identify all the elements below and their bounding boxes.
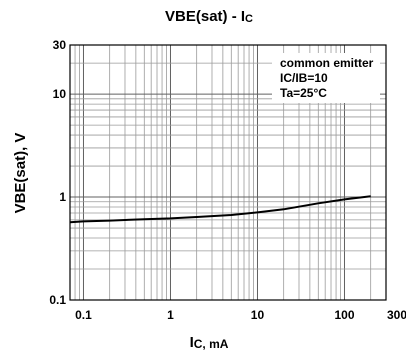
y-tick-label: 10 bbox=[53, 87, 67, 101]
x-tick-label: 10 bbox=[251, 308, 265, 322]
vbe-sat-curve bbox=[69, 195, 371, 224]
x-axis-label: IC, mA bbox=[190, 334, 229, 351]
x-tick-label: 1 bbox=[167, 308, 174, 322]
y-tick-label: 0.1 bbox=[49, 293, 66, 307]
x-tick-labels: 0.1 1 10 100 300 bbox=[75, 308, 406, 322]
y-tick-label: 30 bbox=[53, 38, 67, 52]
annotation-line: common emitter bbox=[280, 56, 374, 70]
annotation-line: Ta=25°C bbox=[280, 86, 327, 100]
y-axis-label: VBE(sat), V bbox=[12, 133, 29, 214]
x-tick-label: 100 bbox=[334, 308, 354, 322]
y-tick-label: 1 bbox=[59, 190, 66, 204]
grid-lines bbox=[69, 44, 387, 301]
y-tick-labels: 0.1 1 10 30 bbox=[49, 38, 66, 307]
annotation-background bbox=[272, 53, 380, 103]
series-layer bbox=[69, 195, 371, 224]
x-tick-label: 300 bbox=[387, 308, 406, 322]
x-tick-label: 0.1 bbox=[75, 308, 92, 322]
chart-title: VBE(sat) - IC bbox=[165, 8, 253, 25]
plot-frame bbox=[69, 44, 387, 301]
annotation-line: IC/IB=10 bbox=[280, 71, 328, 85]
